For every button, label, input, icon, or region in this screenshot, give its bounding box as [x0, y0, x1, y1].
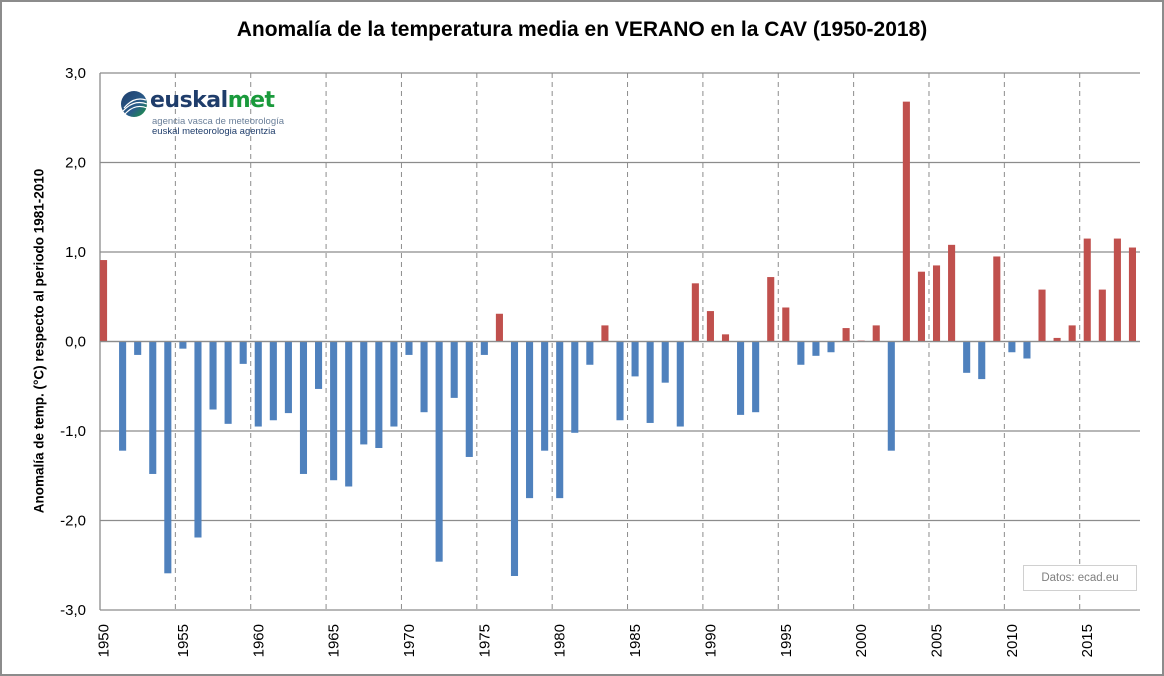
bar-1951 [119, 341, 127, 451]
bar-1982 [586, 341, 594, 365]
bar-1971 [420, 341, 428, 413]
logo-word-met: met [227, 88, 275, 113]
bar-1967 [360, 341, 368, 445]
x-tick-label: 1975 [476, 624, 493, 657]
y-tick-label: 0,0 [65, 334, 86, 351]
bar-1998 [827, 341, 835, 353]
data-credit: Datos: ecad.eu [1023, 565, 1137, 591]
bar-1986 [646, 341, 654, 423]
bar-1996 [797, 341, 805, 365]
bar-1997 [812, 341, 820, 356]
bar-1993 [752, 341, 760, 413]
bar-2003 [902, 101, 910, 342]
bar-1985 [631, 341, 639, 377]
bar-2007 [963, 341, 971, 373]
bar-1999 [842, 328, 850, 342]
x-tick-label: 1980 [552, 624, 569, 657]
bar-1979 [541, 341, 549, 451]
x-tick-label: 2010 [1004, 624, 1021, 657]
x-tick-label: 1985 [627, 624, 644, 657]
bar-1974 [465, 341, 473, 457]
chart-title: Anomalía de la temperatura media en VERA… [236, 18, 928, 41]
y-tick-label: 2,0 [65, 155, 86, 172]
bar-1965 [330, 341, 338, 481]
bar-1958 [224, 341, 232, 424]
x-tick-label: 2000 [853, 624, 870, 657]
bar-1966 [345, 341, 353, 487]
bar-2002 [887, 341, 895, 451]
x-tick-label: 1965 [326, 624, 343, 657]
bar-1972 [435, 341, 443, 562]
bar-1990 [706, 311, 714, 342]
bar-1952 [134, 341, 142, 355]
x-tick-label: 1995 [778, 624, 795, 657]
bar-1973 [450, 341, 458, 398]
logo-subtitle-eu: euskal meteorologia agentzia [152, 126, 276, 137]
bar-1992 [737, 341, 745, 415]
bar-1970 [405, 341, 413, 355]
bar-1955 [179, 341, 187, 349]
bar-1960 [254, 341, 262, 427]
bar-2009 [993, 256, 1001, 342]
bar-1964 [315, 341, 323, 389]
x-tick-label: 1960 [250, 624, 267, 657]
globe-icon [121, 91, 148, 117]
y-tick-label: -3,0 [60, 602, 86, 619]
bar-1976 [495, 313, 503, 342]
logo-subtitle-es: agencia vasca de meteorología [152, 116, 285, 127]
x-tick-label: 1950 [96, 624, 113, 657]
bar-1954 [164, 341, 172, 574]
bar-1994 [767, 277, 775, 342]
bar-2006 [948, 244, 956, 342]
bar-1980 [556, 341, 564, 499]
bar-2016 [1098, 289, 1106, 342]
bar-1969 [390, 341, 398, 427]
bar-1988 [676, 341, 684, 427]
bar-1953 [149, 341, 157, 474]
bar-2017 [1113, 238, 1121, 342]
bar-1978 [526, 341, 534, 499]
bar-2010 [1008, 341, 1016, 353]
y-tick-label: -2,0 [60, 513, 86, 530]
bar-1968 [375, 341, 383, 449]
bar-1959 [239, 341, 247, 364]
logo-wordmark: euskalmet [150, 88, 275, 113]
bar-1961 [269, 341, 277, 421]
bar-2008 [978, 341, 986, 380]
bar-2013 [1053, 337, 1061, 342]
bar-2004 [917, 271, 925, 342]
logo-word-euskal: euskal [150, 88, 228, 113]
x-tick-label: 1970 [401, 624, 418, 657]
x-tick-label: 1990 [702, 624, 719, 657]
x-tick-label: 2005 [929, 624, 946, 657]
bar-1981 [571, 341, 579, 433]
bar-1983 [601, 325, 609, 342]
bar-1963 [299, 341, 308, 474]
bar-1962 [284, 341, 292, 414]
bar-2014 [1068, 325, 1076, 342]
x-tick-label: 2015 [1079, 624, 1096, 657]
bar-2015 [1083, 238, 1091, 342]
bar-1987 [661, 341, 669, 383]
x-tick-label: 1955 [175, 624, 192, 657]
bar-2001 [872, 325, 880, 342]
bar-1956 [194, 341, 202, 538]
bar-1995 [782, 307, 790, 342]
bar-2005 [932, 265, 941, 342]
bar-2018 [1128, 247, 1137, 342]
bar-2011 [1023, 341, 1031, 359]
bar-1975 [480, 341, 488, 355]
y-tick-label: 3,0 [65, 65, 86, 82]
bar-2012 [1038, 289, 1046, 342]
y-tick-label: -1,0 [60, 423, 86, 440]
bar-1991 [721, 334, 730, 342]
bar-1989 [691, 283, 699, 342]
bar-1957 [209, 341, 217, 410]
bar-1984 [616, 341, 624, 421]
bar-1977 [510, 341, 519, 576]
bar-1950 [100, 260, 108, 342]
y-tick-label: 1,0 [65, 244, 86, 261]
